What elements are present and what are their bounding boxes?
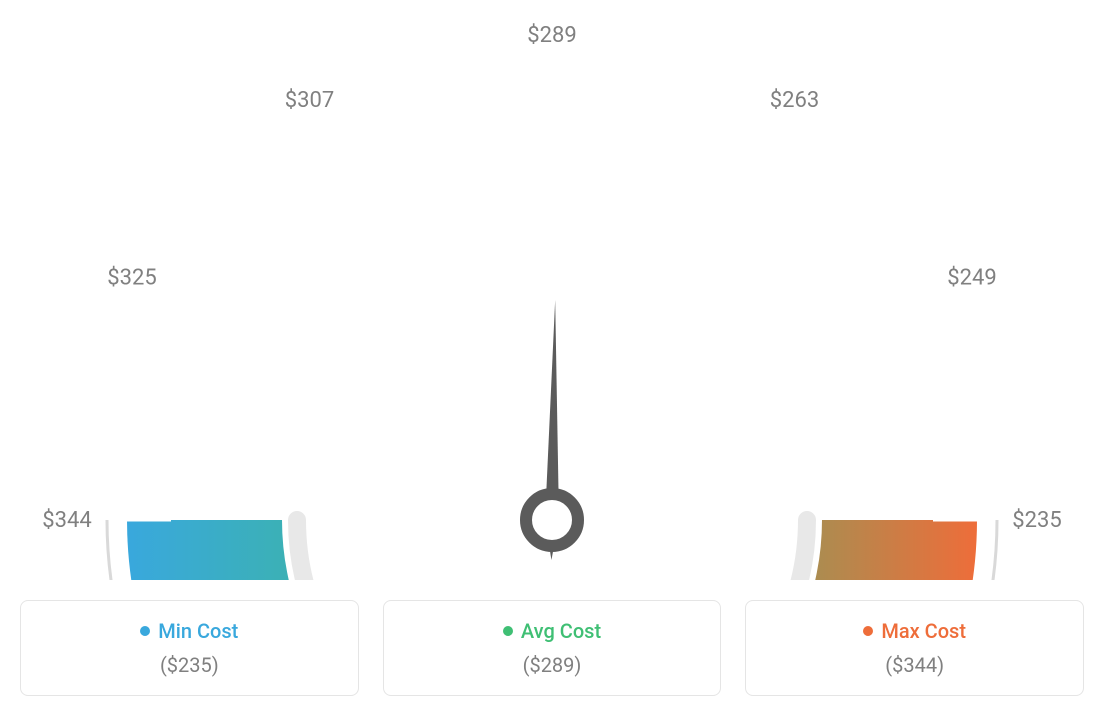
legend-card-avg: Avg Cost ($289) [383,600,722,696]
gauge-tick-label: $325 [107,266,156,291]
legend-dot-min [140,626,150,636]
legend-row: Min Cost ($235) Avg Cost ($289) Max Cost… [20,600,1084,696]
gauge-svg: $235 $249 $263 $289 $307 $325 $344 [20,20,1084,580]
legend-value-min: ($235) [41,653,338,677]
legend-card-max: Max Cost ($344) [745,600,1084,696]
legend-text-avg: Avg Cost [521,619,601,643]
legend-label-avg: Avg Cost [404,619,701,643]
legend-card-min: Min Cost ($235) [20,600,359,696]
gauge-area: $235 $249 $263 $289 $307 $325 $344 [20,20,1084,580]
legend-value-max: ($344) [766,653,1063,677]
gauge-tick-label: $249 [947,266,996,291]
gauge-tick-label: $307 [285,88,334,113]
gauge-tick-label: $289 [527,23,576,48]
cost-gauge-chart: $235 $249 $263 $289 $307 $325 $344 Min Cost ($… [20,20,1084,696]
gauge-tick-label: $344 [42,508,91,533]
gauge-tick-label: $263 [770,88,819,113]
legend-label-max: Max Cost [766,619,1063,643]
legend-dot-max [863,626,873,636]
gauge-tick-label: $235 [1012,508,1061,533]
legend-dot-avg [503,626,513,636]
legend-value-avg: ($289) [404,653,701,677]
legend-label-min: Min Cost [41,619,338,643]
legend-text-max: Max Cost [881,619,966,643]
legend-text-min: Min Cost [158,619,238,643]
